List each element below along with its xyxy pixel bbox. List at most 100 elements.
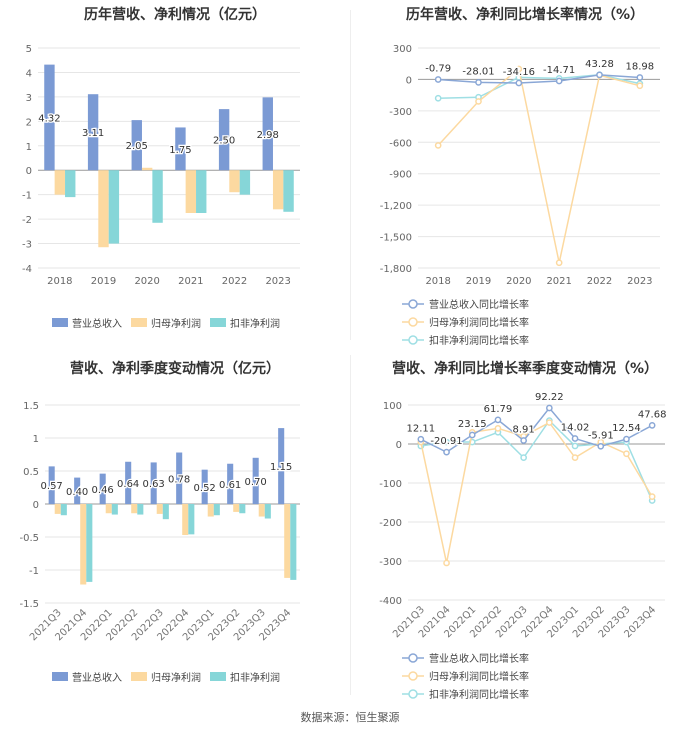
- data-label: 1.75: [169, 145, 191, 156]
- data-label: 0.63: [143, 479, 165, 490]
- legend-label: 归母净利润: [151, 671, 201, 684]
- series-line-0: [438, 74, 640, 84]
- data-label: 0.46: [92, 485, 114, 496]
- y-tick-label: 0: [33, 500, 39, 511]
- y-tick-label: 1.5: [23, 401, 39, 412]
- y-tick-label: 300: [393, 44, 412, 55]
- y-tick-label: 0: [396, 440, 402, 451]
- y-tick-label: 3: [26, 93, 32, 104]
- bar-net-profit: [272, 170, 284, 210]
- series-point: [468, 431, 476, 439]
- legend-label: 营业总收入: [72, 671, 122, 684]
- bar-revenue: [218, 109, 230, 171]
- data-label: -34.16: [503, 67, 535, 78]
- bar-revenue: [176, 452, 183, 504]
- series-point: [555, 259, 563, 267]
- y-tick-label: -1.5: [19, 599, 39, 610]
- data-label: 1.15: [270, 462, 292, 473]
- bar-deducted-profit: [137, 504, 144, 515]
- y-tick-label: 100: [383, 401, 402, 412]
- bar-revenue: [131, 120, 142, 171]
- series-line-1: [437, 67, 641, 263]
- y-tick-label: 4: [26, 68, 32, 79]
- bar-deducted-profit: [65, 170, 76, 198]
- quarterly-bar-chart: -1.5-1-0.500.511.50.572021Q30.402021Q40.…: [19, 401, 300, 684]
- legend-marker: [408, 299, 418, 309]
- bar-deducted-profit: [213, 504, 220, 516]
- y-tick-label: -1: [29, 566, 39, 577]
- bar-net-profit: [284, 504, 291, 578]
- chart-title: 营收、净利季度变动情况（亿元）: [70, 361, 280, 377]
- data-label: 61.79: [484, 404, 513, 415]
- x-tick-label: 2023: [265, 276, 290, 287]
- y-tick-label: -100: [379, 479, 402, 490]
- data-label: 43.28: [585, 59, 614, 70]
- bar-net-profit: [141, 167, 153, 171]
- legend-swatch: [131, 318, 147, 327]
- y-tick-label: -300: [389, 107, 412, 118]
- legend-marker: [408, 317, 418, 327]
- bar-deducted-profit: [152, 170, 163, 223]
- series-line-0: [420, 406, 653, 454]
- data-label: 2.05: [126, 141, 148, 152]
- y-tick-label: -1,200: [380, 201, 412, 212]
- x-tick-label: 2022: [587, 276, 612, 287]
- y-tick-label: -1: [22, 191, 32, 202]
- series-point: [515, 65, 523, 73]
- bar-deducted-profit: [290, 504, 297, 580]
- series-point: [546, 404, 553, 412]
- bar-net-profit: [207, 504, 214, 517]
- bar-revenue: [74, 477, 81, 504]
- y-tick-label: -600: [389, 138, 412, 149]
- series-point: [636, 74, 644, 81]
- bar-revenue: [175, 127, 186, 171]
- series-point: [494, 416, 502, 424]
- quarterly-line-chart: -400-300-200-100010012.112021Q3-20.91202…: [379, 391, 667, 701]
- x-tick-label: 2022: [222, 276, 247, 287]
- bar-deducted-profit: [264, 504, 271, 519]
- legend-label: 归母净利润同比增长率: [429, 670, 529, 683]
- data-label: -28.01: [462, 66, 494, 77]
- data-label: 47.68: [638, 409, 667, 420]
- legend-marker: [408, 653, 418, 663]
- bar-deducted-profit: [283, 170, 294, 212]
- legend-label: 扣非净利润同比增长率: [429, 688, 529, 700]
- series-point: [434, 76, 442, 83]
- x-tick-label: 2021: [546, 276, 571, 287]
- bar-revenue: [48, 466, 55, 504]
- bar-revenue: [201, 469, 208, 504]
- annual-bar-chart: -4 -3 -2 -1 0 1 2 3 4 5 4.32 2018 3.11 2019 2.05 2020 1.…: [22, 44, 300, 330]
- series-point: [648, 493, 656, 500]
- data-label: 8.91: [513, 425, 535, 436]
- bar-revenue: [87, 94, 99, 171]
- y-tick-label: -1,800: [380, 264, 412, 275]
- bar-deducted-profit: [60, 504, 67, 516]
- y-tick-label: -300: [379, 557, 402, 568]
- legend-swatch: [52, 318, 68, 327]
- bar-net-profit: [98, 170, 109, 248]
- annual-growth-panel: 历年营收、净利同比增长率情况（%） -1,800 -1,500 -1,200 -900…: [350, 0, 700, 347]
- data-label: 0.57: [41, 481, 63, 492]
- y-tick-label: -1,500: [380, 233, 412, 244]
- series-point: [555, 77, 563, 85]
- data-label: 4.32: [38, 113, 60, 124]
- panel-divider-bottom: [350, 355, 351, 695]
- bar-revenue: [262, 97, 273, 171]
- data-label: 92.22: [535, 392, 564, 403]
- bar-deducted-profit: [239, 504, 246, 514]
- data-label: -0.79: [425, 64, 451, 75]
- legend-label: 营业总收入同比增长率: [429, 652, 529, 665]
- y-tick-label: -900: [389, 170, 412, 181]
- data-label: 2.98: [257, 130, 279, 141]
- data-label: 0.61: [219, 480, 241, 491]
- legend-label: 归母净利润同比增长率: [429, 316, 529, 329]
- chart-title: 历年营收、净利情况（亿元）: [84, 7, 266, 23]
- series-point: [494, 425, 502, 432]
- bar-net-profit: [258, 504, 265, 517]
- bar-revenue: [252, 457, 259, 504]
- x-tick-label: 2018: [425, 276, 450, 287]
- annual-revenue-profit-panel: 历年营收、净利情况（亿元） -4 -3 -2 -1 0 1 2 3 4 5 4.32 2018 3.11…: [0, 0, 350, 345]
- series-point: [443, 448, 450, 456]
- y-tick-label: 0.5: [23, 467, 39, 478]
- y-tick-label: 1: [26, 142, 32, 153]
